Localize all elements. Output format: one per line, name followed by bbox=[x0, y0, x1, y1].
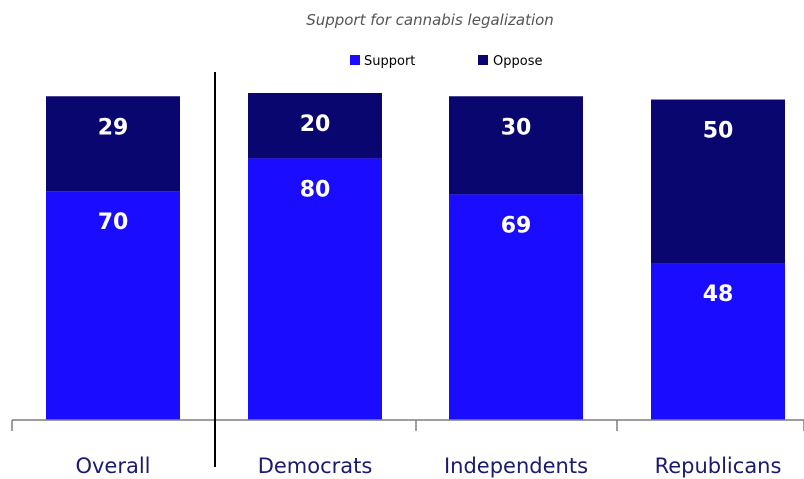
chart-title: Support for cannabis legalization bbox=[306, 11, 554, 29]
data-label-support-republicans: 48 bbox=[703, 282, 734, 307]
legend-label-oppose: Oppose bbox=[493, 54, 542, 69]
data-label-oppose-democrats: 20 bbox=[300, 112, 331, 137]
category-label-overall: Overall bbox=[75, 454, 150, 478]
legend: Support Oppose bbox=[350, 54, 542, 69]
bar-support-overall bbox=[46, 191, 180, 420]
legend-label-support: Support bbox=[364, 54, 415, 69]
bar-oppose-independents bbox=[449, 96, 583, 195]
category-label-democrats: Democrats bbox=[258, 454, 373, 478]
category-label-independents: Independents bbox=[444, 454, 588, 478]
data-label-support-democrats: 80 bbox=[300, 177, 331, 202]
bar-oppose-overall bbox=[46, 96, 180, 192]
bar-labels: 70 29 80 20 69 30 48 50 bbox=[98, 112, 734, 307]
data-label-oppose-overall: 29 bbox=[98, 115, 129, 140]
data-label-support-overall: 70 bbox=[98, 210, 129, 235]
bar-oppose-republicans bbox=[651, 99, 785, 264]
data-label-support-independents: 69 bbox=[501, 213, 532, 238]
bar-support-democrats bbox=[248, 158, 382, 420]
legend-swatch-support bbox=[350, 55, 360, 65]
bar-support-republicans bbox=[651, 263, 785, 420]
x-axis-ticks bbox=[11, 420, 804, 431]
legend-swatch-oppose bbox=[478, 55, 488, 65]
data-label-oppose-republicans: 50 bbox=[703, 119, 734, 144]
bar-oppose-democrats bbox=[248, 93, 382, 159]
bar-support-independents bbox=[449, 194, 583, 420]
category-label-republicans: Republicans bbox=[655, 454, 782, 478]
category-labels: Overall Democrats Independents Republicans bbox=[75, 454, 781, 478]
data-label-oppose-independents: 30 bbox=[501, 115, 532, 140]
bars bbox=[46, 93, 785, 420]
